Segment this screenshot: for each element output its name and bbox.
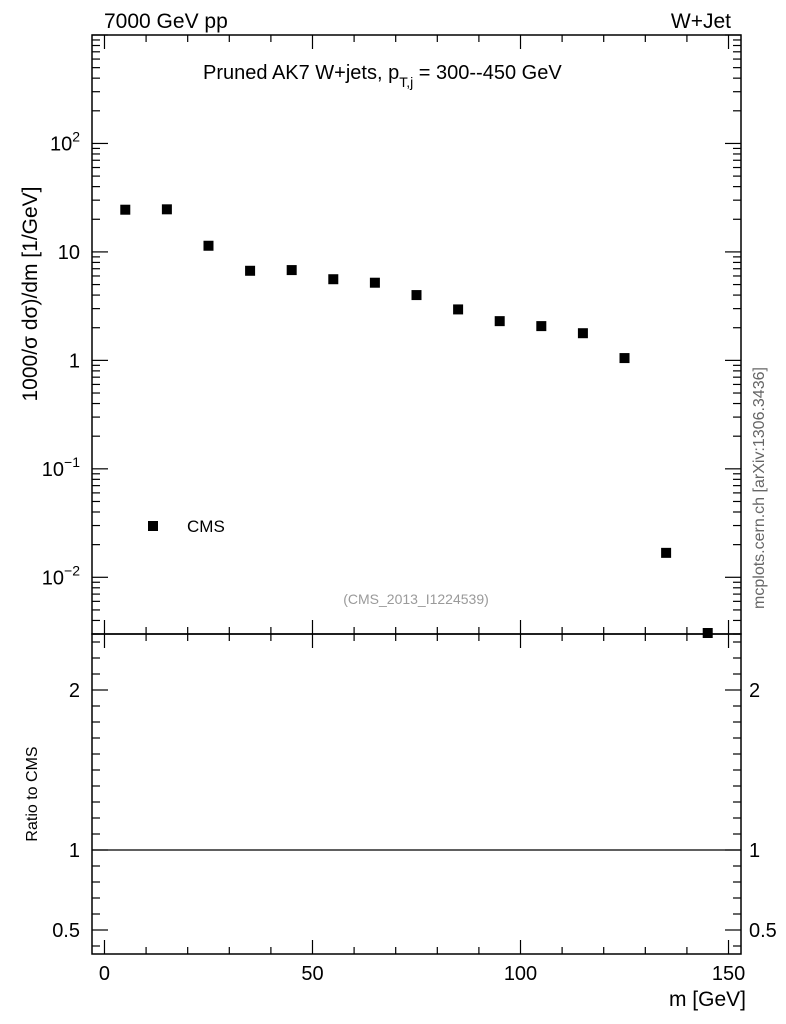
data-point — [453, 304, 464, 315]
y-axis-label: 1000/σ dσ)/dm [1/GeV] — [19, 186, 42, 401]
data-point — [536, 321, 547, 332]
data-point — [286, 265, 297, 276]
x-axis-label: m [GeV] — [669, 988, 746, 1011]
x-tick-label: 100 — [504, 963, 537, 985]
ratio-y-tick-label: 1 — [69, 840, 80, 862]
analysis-reference: (CMS_2013_I1224539) — [343, 591, 489, 607]
legend-marker-cms — [148, 521, 158, 531]
data-points — [120, 204, 713, 638]
data-point — [245, 265, 256, 276]
data-point — [577, 328, 588, 339]
ratio-y-tick-label-right: 1 — [749, 840, 760, 862]
data-point — [369, 277, 380, 288]
data-point — [411, 290, 422, 301]
legend-label-cms: CMS — [187, 517, 225, 536]
x-tick-label: 50 — [301, 963, 323, 985]
data-point — [619, 353, 630, 364]
y-tick-label: 102 — [50, 128, 80, 155]
data-point — [120, 204, 131, 215]
main-plot-frame — [91, 34, 742, 635]
header-energy-label: 7000 GeV pp — [104, 10, 228, 33]
ratio-plot-frame — [91, 633, 742, 955]
ratio-y-tick-label: 2 — [69, 680, 80, 702]
header-process-label: W+Jet — [671, 10, 731, 33]
data-point — [161, 204, 172, 215]
ratio-y-tick-label: 0.5 — [52, 920, 80, 942]
main-axis-ticks — [92, 34, 741, 635]
ratio-axis-ticks — [92, 634, 741, 954]
y-tick-label: 10−1 — [42, 454, 80, 481]
data-point — [203, 240, 214, 251]
x-tick-label: 0 — [99, 963, 110, 985]
y-tick-label: 10 — [58, 242, 80, 264]
watermark-label: mcplots.cern.ch [arXiv:1306.3436] — [751, 367, 768, 609]
ratio-y-tick-label-right: 0.5 — [749, 920, 777, 942]
data-point — [328, 274, 339, 285]
chart-title: Pruned AK7 W+jets, pT,j = 300--450 GeV — [203, 62, 562, 90]
data-point — [494, 316, 505, 327]
data-point — [661, 547, 672, 558]
ratio-y-tick-label-right: 2 — [749, 680, 760, 702]
y-tick-label: 10−2 — [42, 562, 80, 589]
x-tick-label: 150 — [712, 963, 745, 985]
ratio-y-axis-label: Ratio to CMS — [24, 746, 41, 841]
data-point — [702, 628, 713, 638]
y-tick-label: 1 — [69, 350, 80, 372]
